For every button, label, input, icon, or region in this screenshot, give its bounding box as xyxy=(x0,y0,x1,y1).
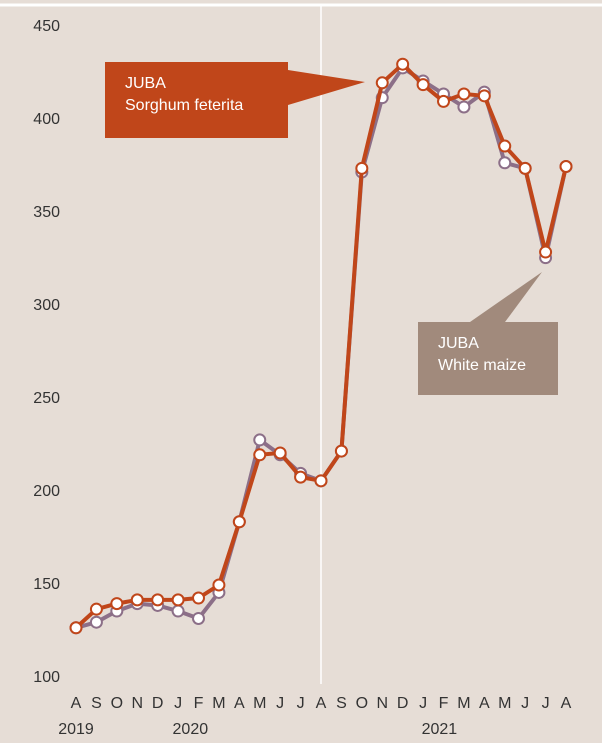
point xyxy=(253,448,267,462)
point xyxy=(518,161,532,175)
x-tick-label: N xyxy=(376,695,388,712)
callout: JUBA White maize xyxy=(418,272,558,395)
x-tick-label: M xyxy=(253,695,266,712)
x-tick-label: J xyxy=(542,695,550,712)
x-tick-label: S xyxy=(91,695,102,712)
point xyxy=(130,593,144,607)
x-tick-label: A xyxy=(479,695,490,712)
point xyxy=(416,78,430,92)
x-tick-label: J xyxy=(174,695,182,712)
point xyxy=(89,615,103,629)
x-tick-label: A xyxy=(71,695,82,712)
callout-text: JUBA xyxy=(125,75,166,92)
y-tick-label: 250 xyxy=(33,390,60,407)
point xyxy=(192,611,205,625)
y-tick-label: 350 xyxy=(33,204,60,221)
point xyxy=(110,597,124,611)
callout-pointer xyxy=(470,272,542,322)
x-tick-label: J xyxy=(297,695,305,712)
point xyxy=(232,515,246,529)
callout-box xyxy=(418,322,558,395)
point xyxy=(437,94,450,108)
x-tick-label: F xyxy=(194,695,204,712)
y-tick-label: 150 xyxy=(33,576,60,593)
x-tick-label: S xyxy=(336,695,347,712)
year-label: 2019 xyxy=(58,721,94,738)
x-tick-label: D xyxy=(397,695,409,712)
x-tick-label: N xyxy=(131,695,143,712)
point xyxy=(498,139,512,153)
point xyxy=(192,591,205,605)
point xyxy=(212,578,226,592)
x-tick-label: J xyxy=(276,695,284,712)
point xyxy=(89,602,103,616)
point xyxy=(498,156,512,170)
year-label: 2020 xyxy=(173,721,209,738)
point xyxy=(539,245,553,259)
y-tick-label: 300 xyxy=(33,297,60,314)
point xyxy=(294,470,308,484)
callout: JUBA Sorghum feterita xyxy=(105,62,365,138)
point xyxy=(355,161,369,175)
x-tick-label: D xyxy=(152,695,164,712)
callout-text: White maize xyxy=(438,357,526,374)
point xyxy=(559,160,573,173)
x-tick-label: O xyxy=(356,695,368,712)
x-tick-label: A xyxy=(316,695,327,712)
point xyxy=(171,604,185,618)
point xyxy=(314,474,328,488)
year-label: 2021 xyxy=(422,721,458,738)
x-tick-label: J xyxy=(419,695,427,712)
point xyxy=(457,100,471,114)
y-tick-label: 100 xyxy=(33,669,60,686)
x-tick-label: F xyxy=(439,695,449,712)
point xyxy=(253,433,267,447)
x-tick-label: M xyxy=(212,695,225,712)
point xyxy=(273,446,287,460)
point xyxy=(375,76,389,90)
point xyxy=(396,57,410,71)
point xyxy=(69,621,83,635)
x-tick-label: A xyxy=(234,695,245,712)
callout-pointer xyxy=(288,70,365,105)
point xyxy=(457,87,471,101)
callout-text: JUBA xyxy=(438,335,479,352)
y-tick-label: 450 xyxy=(33,18,60,35)
callout-box xyxy=(105,62,288,138)
x-tick-label: O xyxy=(111,695,123,712)
x-tick-label: M xyxy=(498,695,511,712)
callout-text: Sorghum feterita xyxy=(125,97,243,114)
x-tick-label: A xyxy=(561,695,572,712)
y-tick-label: 200 xyxy=(33,483,60,500)
point xyxy=(477,89,491,103)
y-tick-label: 400 xyxy=(33,111,60,128)
x-tick-label: J xyxy=(521,695,529,712)
x-tick-label: M xyxy=(457,695,470,712)
point xyxy=(151,593,165,607)
point xyxy=(334,444,348,458)
point xyxy=(171,593,185,607)
